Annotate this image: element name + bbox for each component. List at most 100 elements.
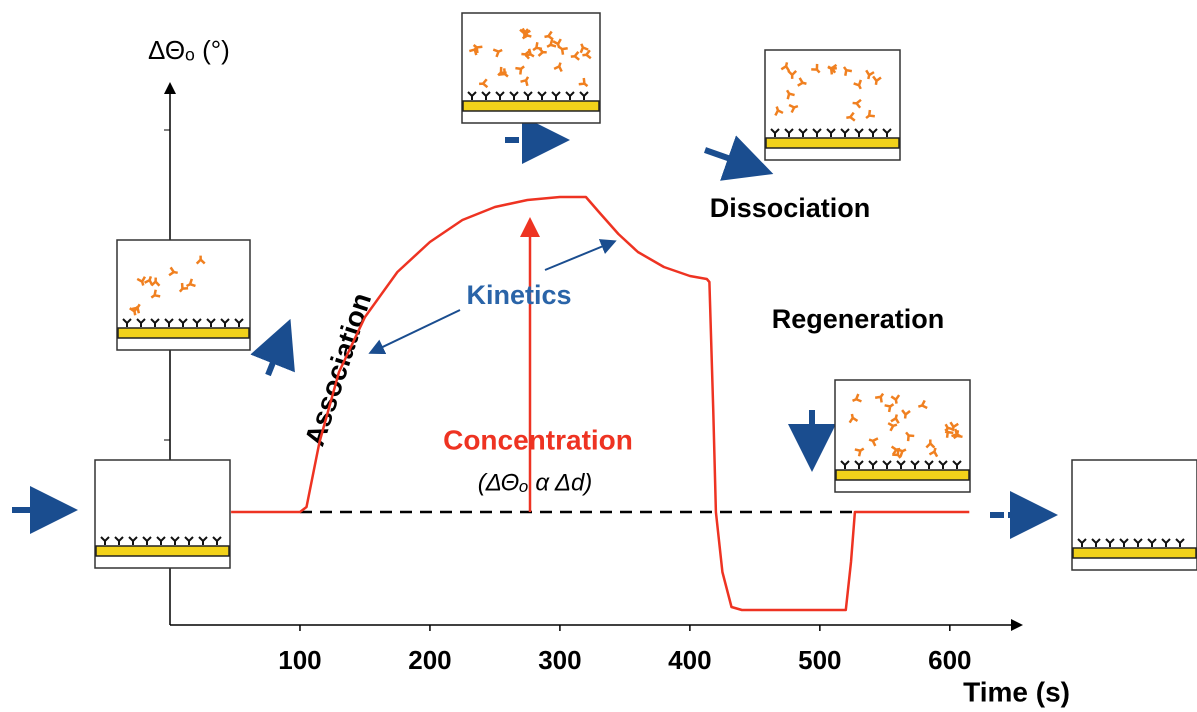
antibody <box>212 536 222 545</box>
analyte <box>890 394 901 404</box>
analyte <box>917 399 928 410</box>
antibody <box>509 91 519 100</box>
analyte <box>492 48 503 58</box>
analyte <box>842 66 853 76</box>
flow-arrows <box>12 116 1058 539</box>
analyte <box>546 39 557 48</box>
flow-arrow <box>704 135 774 181</box>
antibody <box>840 128 850 137</box>
antibody <box>924 460 934 469</box>
antibody <box>1133 538 1143 547</box>
antibody <box>184 536 194 545</box>
analyte <box>852 393 862 403</box>
analyte <box>928 447 939 458</box>
antibody <box>523 91 533 100</box>
analyte <box>469 45 478 56</box>
analyte <box>785 89 795 100</box>
antibody <box>896 460 906 469</box>
gold-layer <box>765 137 900 149</box>
analyte <box>865 69 875 80</box>
antibody <box>170 536 180 545</box>
antibody <box>1161 538 1171 547</box>
antibody <box>142 536 152 545</box>
relation-label: (ΔΘₒ α Δd) <box>478 469 593 496</box>
analyte <box>780 62 791 72</box>
x-axis-label: Time (s) <box>963 676 1070 707</box>
analyte <box>552 38 562 49</box>
analyte <box>797 77 807 87</box>
analyte <box>846 111 856 122</box>
analyte <box>787 69 798 79</box>
analyte <box>887 422 898 432</box>
analyte <box>949 421 959 432</box>
analyte <box>905 431 915 442</box>
analyte <box>521 29 532 40</box>
analyte <box>178 282 189 293</box>
analyte <box>901 409 911 419</box>
antibody <box>882 460 892 469</box>
antibody <box>128 536 138 545</box>
dissociation-label: Dissociation <box>710 193 871 223</box>
antibody <box>495 91 505 100</box>
kinetics-label: Kinetics <box>466 280 571 310</box>
y-axis-label: ΔΘₒ (°) <box>148 35 230 65</box>
gold-layer <box>117 327 250 339</box>
analyte <box>884 403 895 413</box>
antibody <box>551 91 561 100</box>
analyte <box>874 392 885 403</box>
kinetics-arrow <box>544 239 617 271</box>
antibody <box>192 318 202 327</box>
analyte <box>890 445 901 456</box>
antibody <box>882 128 892 137</box>
analyte <box>952 430 963 440</box>
antibody <box>178 318 188 327</box>
antibody <box>481 91 491 100</box>
antibody <box>198 536 208 545</box>
x-tick-label: 100 <box>278 645 321 675</box>
illustration <box>764 49 901 161</box>
antibody <box>868 128 878 137</box>
antibody <box>1119 538 1129 547</box>
antibody <box>1175 538 1185 547</box>
antibody <box>798 128 808 137</box>
antibody <box>114 536 124 545</box>
antibody <box>826 128 836 137</box>
analyte <box>788 103 799 114</box>
antibody <box>1077 538 1087 547</box>
x-tick-label: 400 <box>668 645 711 675</box>
analyte <box>853 79 863 90</box>
illustration <box>116 239 251 351</box>
gold-layer <box>1072 547 1197 559</box>
concentration-label: Concentration <box>443 424 633 455</box>
analyte <box>865 109 875 120</box>
antibody <box>565 91 575 100</box>
analyte <box>515 65 525 75</box>
analyte <box>499 68 509 78</box>
analyte <box>944 428 954 438</box>
illustration <box>94 459 231 569</box>
association-label: Association <box>299 289 378 450</box>
analyte <box>478 78 489 89</box>
illustration <box>1071 459 1197 571</box>
antibody <box>122 318 132 327</box>
analyte <box>537 47 547 57</box>
antibody <box>854 128 864 137</box>
analyte <box>852 98 862 109</box>
antibody <box>784 128 794 137</box>
analyte <box>185 278 196 288</box>
antibody <box>770 128 780 137</box>
x-tick-label: 300 <box>538 645 581 675</box>
analyte <box>848 413 859 424</box>
analyte <box>774 106 784 116</box>
analyte <box>129 305 139 316</box>
analyte <box>521 49 531 60</box>
x-tick-label: 600 <box>928 645 971 675</box>
antibody <box>234 318 244 327</box>
antibody <box>579 91 589 100</box>
analyte <box>854 447 865 457</box>
analyte <box>578 77 589 88</box>
antibody <box>1147 538 1157 547</box>
analyte <box>195 255 206 265</box>
gold-layer <box>462 100 600 112</box>
regeneration-label: Regeneration <box>772 304 945 334</box>
